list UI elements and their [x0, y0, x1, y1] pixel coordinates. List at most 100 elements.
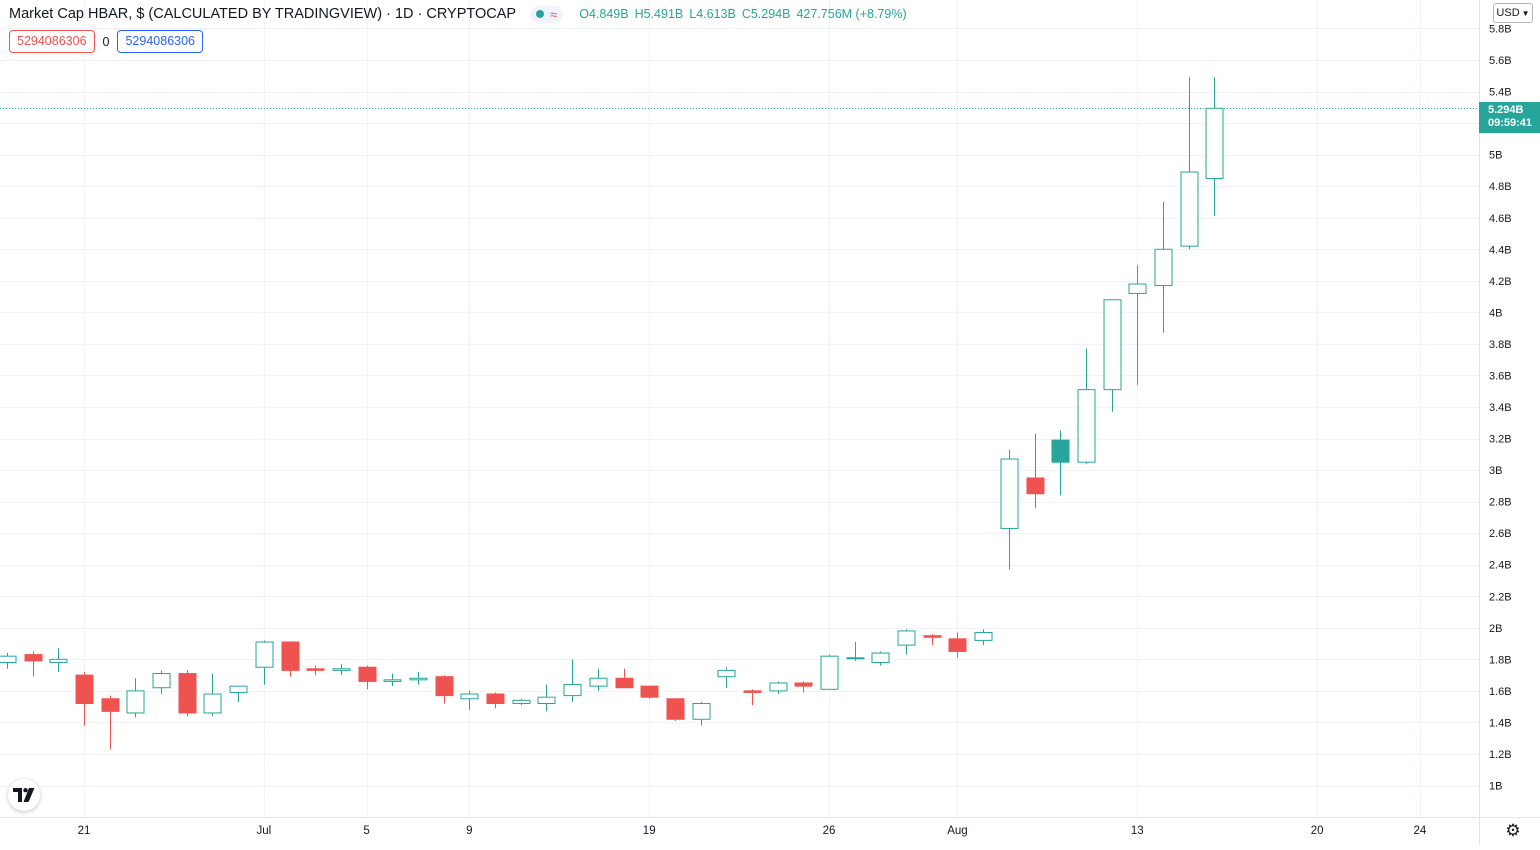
price-tick-label: 2.4B	[1489, 560, 1512, 572]
price-tick-label: 1.6B	[1489, 686, 1512, 698]
time-tick-label: Aug	[947, 825, 967, 837]
candle[interactable]	[281, 641, 300, 677]
candle[interactable]	[871, 651, 890, 666]
candle-body	[1051, 439, 1070, 463]
candle[interactable]	[512, 698, 531, 706]
candle[interactable]	[306, 665, 325, 676]
candle[interactable]	[948, 632, 967, 658]
candle[interactable]	[846, 641, 865, 661]
price-tick-label: 5.4B	[1489, 87, 1512, 99]
price-tick-label: 5B	[1489, 150, 1502, 162]
candle[interactable]	[1000, 449, 1019, 570]
candle[interactable]	[358, 665, 377, 690]
candle[interactable]	[692, 701, 711, 726]
candle[interactable]	[126, 678, 145, 718]
currency-label: USD	[1496, 7, 1520, 19]
candle-body	[358, 666, 377, 682]
time-tick-label: 5	[363, 825, 369, 837]
currency-selector[interactable]: USD ▼	[1493, 3, 1533, 23]
candle-body	[152, 673, 171, 689]
candle[interactable]	[255, 640, 274, 685]
candle[interactable]	[0, 653, 17, 669]
ohlc-change: 427.756M (+8.79%)	[796, 7, 907, 21]
candle[interactable]	[794, 681, 813, 693]
candle[interactable]	[589, 668, 608, 691]
candle[interactable]	[1077, 348, 1096, 464]
candle-body	[1128, 283, 1147, 294]
settings-gear-icon[interactable]: ⚙	[1505, 821, 1521, 840]
candle[interactable]	[769, 681, 788, 695]
candle[interactable]	[640, 685, 659, 699]
order-badges: 5294086306 0 5294086306	[9, 30, 204, 53]
candle[interactable]	[101, 695, 120, 750]
status-indicator[interactable]: ≈	[530, 5, 564, 23]
candle-body	[75, 674, 94, 704]
candle[interactable]	[332, 664, 351, 676]
candle-body	[717, 669, 736, 678]
candle[interactable]	[537, 684, 556, 712]
candle-body	[229, 685, 248, 693]
candle-body	[1180, 171, 1199, 247]
candle[interactable]	[24, 651, 43, 677]
candle[interactable]	[203, 673, 222, 717]
candle[interactable]	[1103, 299, 1122, 412]
last-price-value: 5.294B	[1488, 104, 1524, 116]
candle-body	[615, 677, 634, 689]
ohlc-values: O4.849B H5.491B L4.613B C5.294B 427.756M…	[579, 7, 906, 21]
ohlc-low: L4.613B	[689, 7, 736, 21]
candle[interactable]	[1205, 77, 1224, 216]
approx-icon: ≈	[550, 6, 558, 22]
candle[interactable]	[152, 670, 171, 695]
price-tick-label: 1B	[1489, 781, 1502, 793]
candle[interactable]	[717, 667, 736, 688]
candle-body	[666, 698, 685, 720]
candle[interactable]	[486, 692, 505, 709]
buy-price-badge[interactable]: 5294086306	[117, 30, 204, 53]
candle[interactable]	[923, 634, 942, 646]
candle[interactable]	[1051, 430, 1070, 496]
candle-body	[974, 632, 993, 641]
candle-body	[49, 658, 68, 663]
tradingview-logo-icon[interactable]	[8, 779, 40, 811]
candle-body	[24, 654, 43, 662]
candle-body	[1000, 458, 1019, 529]
candle-body	[871, 652, 890, 663]
candle[interactable]	[615, 668, 634, 689]
candle-body	[948, 638, 967, 652]
sell-price-badge[interactable]: 5294086306	[9, 30, 95, 53]
spread-value: 0	[102, 34, 110, 49]
candles[interactable]	[0, 77, 1224, 750]
candle[interactable]	[75, 671, 94, 726]
ohlc-close: C5.294B	[741, 7, 791, 21]
price-tick-label: 3.6B	[1489, 370, 1512, 382]
candle[interactable]	[383, 673, 402, 687]
candle-body	[332, 668, 351, 671]
candle[interactable]	[563, 659, 582, 702]
price-tick-label: 4.4B	[1489, 244, 1512, 256]
candle[interactable]	[1180, 77, 1199, 250]
candle[interactable]	[743, 689, 762, 706]
candle[interactable]	[666, 698, 685, 721]
candle[interactable]	[460, 690, 479, 710]
candle[interactable]	[1154, 201, 1173, 333]
symbol-title[interactable]: Market Cap HBAR, $ (CALCULATED BY TRADIN…	[9, 6, 517, 22]
candle-body	[306, 668, 325, 671]
candle[interactable]	[229, 685, 248, 702]
time-tick-label: Jul	[256, 825, 271, 837]
candle-body	[769, 682, 788, 692]
time-tick-label: 19	[643, 825, 656, 837]
candle[interactable]	[1128, 265, 1147, 385]
candle[interactable]	[820, 654, 839, 690]
candle[interactable]	[178, 670, 197, 717]
candle[interactable]	[897, 629, 916, 655]
candle[interactable]	[1026, 433, 1045, 508]
candle[interactable]	[49, 648, 68, 672]
candle[interactable]	[435, 675, 454, 704]
candle[interactable]	[409, 671, 428, 685]
candle-body	[820, 655, 839, 690]
price-tick-label: 5.6B	[1489, 55, 1512, 67]
last-price-label: 5.294B 09:59:41	[1479, 102, 1540, 133]
candle[interactable]	[974, 629, 993, 646]
